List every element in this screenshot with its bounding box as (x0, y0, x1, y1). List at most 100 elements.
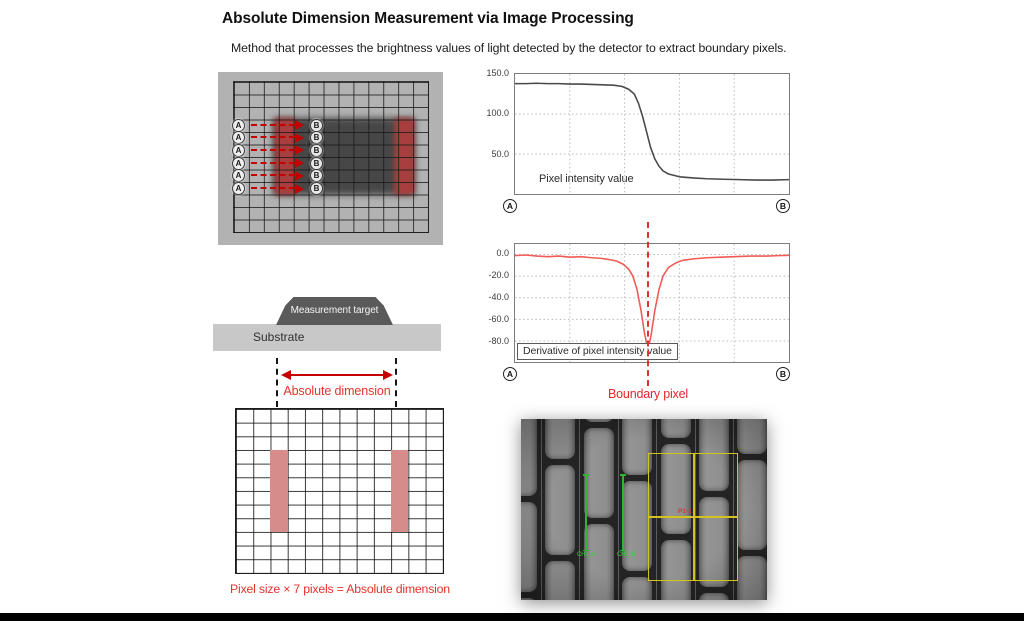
measurement-target-label: Measurement target (290, 304, 379, 316)
detector-grid (233, 81, 429, 233)
scan-arrow-dashes (251, 174, 295, 177)
micrograph-gap-line (541, 419, 542, 600)
point-a-marker: A (232, 143, 245, 157)
scan-arrow-head-icon (295, 158, 304, 169)
page-title: Absolute Dimension Measurement via Image… (222, 10, 634, 27)
point-b-marker: B (310, 156, 323, 170)
micrograph-cell (737, 556, 767, 600)
micrograph-column (545, 419, 576, 600)
scan-arrow-head-icon (295, 120, 304, 130)
micrograph-cell (521, 598, 537, 600)
micrograph-cell (545, 419, 576, 459)
dimension-dashed-line-left (276, 358, 278, 407)
micrograph-column (660, 419, 691, 600)
micrograph-column (622, 419, 653, 600)
micrograph-cell (583, 524, 614, 600)
substrate-bar: Substrate (213, 324, 441, 351)
micrograph-cell (521, 502, 537, 592)
micrograph-cell (737, 419, 767, 454)
point-a-marker: A (232, 131, 245, 145)
micrograph-column (521, 419, 537, 600)
intensity-chart: 150.0 100.0 50.0 Pixel intensity value (486, 68, 790, 195)
derivative-chart: 0.0 -20.0 -40.0 -60.0 -80.0 Derivative of pi… (488, 243, 790, 363)
scan-arrow-head-icon (295, 132, 304, 143)
point-b-marker: B (310, 169, 323, 183)
edge-line-b-label: CH1_B (617, 552, 636, 558)
pixel-grid-caption: Pixel size × 7 pixels = Absolute dimensi… (230, 582, 450, 596)
dimension-arrow (281, 370, 393, 380)
measurement-box-label: P1-1 (678, 508, 692, 515)
pixel-grid-bar (391, 450, 409, 532)
point-a-marker: A (232, 156, 245, 170)
micrograph-image: CH1_A CH1_B P1-1 (521, 419, 767, 600)
y-tick-label: -20.0 (488, 270, 509, 281)
y-tick-label: -40.0 (488, 292, 509, 303)
micrograph-cell (660, 419, 691, 438)
dimension-dashed-line-right (395, 358, 397, 407)
y-tick-label: 0.0 (496, 248, 509, 259)
micrograph-column (737, 419, 767, 600)
micrograph-cell (660, 540, 691, 600)
measurement-target-shape: Measurement target (276, 297, 393, 325)
y-tick-label: 150.0 (486, 67, 509, 78)
edge-line-a (583, 474, 589, 551)
scan-arrow-dashes (251, 123, 295, 126)
scan-arrow-dashes (251, 136, 295, 139)
endpoint-a-marker: A (503, 199, 517, 213)
micrograph-gap-line (579, 419, 581, 600)
endpoint-a-marker: A (503, 367, 517, 381)
micrograph-gap-line (733, 419, 734, 600)
scan-arrow-head-icon (295, 145, 304, 156)
boundary-pixel-label: Boundary pixel (608, 387, 688, 401)
micrograph-cell (699, 497, 729, 587)
micrograph-cell (583, 419, 614, 422)
boundary-dashed-line (647, 222, 649, 386)
pixel-grid (235, 408, 444, 574)
intensity-chart-y-axis: 150.0 100.0 50.0 (486, 68, 512, 195)
intensity-chart-label: Pixel intensity value (539, 173, 634, 185)
point-a-marker: A (232, 169, 245, 183)
edge-line-a-label: CH1_A (577, 552, 596, 558)
derivative-chart-plot: Derivative of pixel intensity value (514, 243, 790, 363)
y-tick-label: 100.0 (486, 108, 509, 119)
micrograph-cell (622, 481, 653, 571)
micrograph-cell (521, 419, 537, 496)
micrograph-gap-line (617, 419, 619, 600)
derivative-chart-y-axis: 0.0 -20.0 -40.0 -60.0 -80.0 (488, 243, 512, 363)
micrograph-column (699, 419, 729, 600)
micrograph-cell (699, 419, 729, 491)
intensity-chart-plot: Pixel intensity value (514, 73, 790, 195)
endpoint-b-marker: B (776, 199, 790, 213)
micrograph-gap-line (694, 419, 696, 600)
y-tick-label: 50.0 (491, 148, 509, 159)
endpoint-b-marker: B (776, 367, 790, 381)
scan-arrow-head-icon (295, 183, 304, 194)
derivative-curve-svg (515, 244, 789, 362)
scan-arrow-head-icon (295, 170, 304, 181)
micrograph-cell (660, 444, 691, 534)
point-b-marker: B (310, 131, 323, 145)
y-tick-label: -80.0 (488, 336, 509, 347)
edge-line-b (620, 474, 626, 551)
micrograph-cell (737, 460, 767, 550)
derivative-chart-label: Derivative of pixel intensity value (517, 343, 678, 360)
micrograph-cell (622, 577, 653, 600)
substrate-label: Substrate (253, 330, 305, 344)
micrograph-cell (583, 428, 614, 518)
pixel-grid-bar (270, 450, 288, 532)
micrograph-gap-line (656, 419, 658, 600)
point-a-marker: A (232, 182, 245, 195)
point-b-marker: B (310, 143, 323, 157)
point-a-marker: A (232, 118, 245, 132)
micrograph-cell (699, 593, 729, 600)
measurement-box-hline (648, 516, 738, 518)
micrograph-cell (622, 419, 653, 475)
